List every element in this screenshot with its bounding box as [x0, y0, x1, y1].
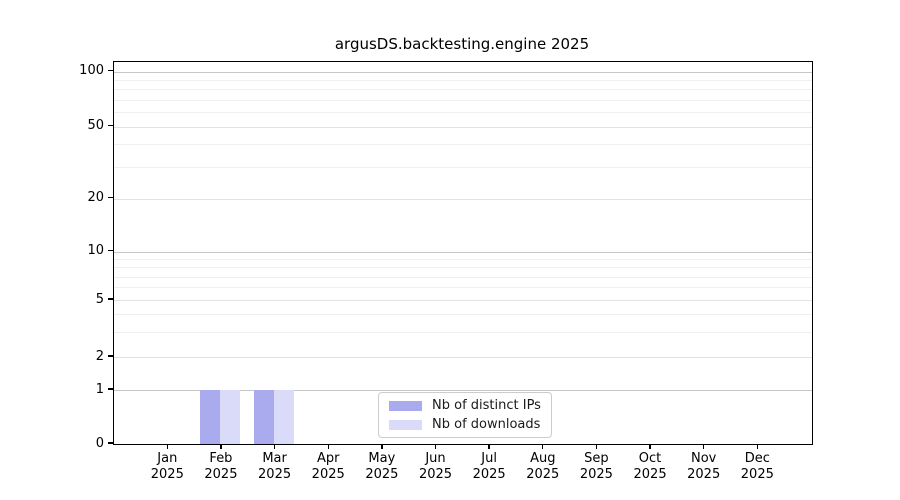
chart-figure: argusDS.backtesting.engine 2025 0 1 2 5 10 20… — [0, 0, 900, 500]
y-tick-label-1: 1 — [62, 383, 104, 396]
gridline-y-4 — [114, 314, 812, 315]
x-tick-label-dec: Dec2025 — [727, 451, 787, 483]
gridline-y-60 — [114, 112, 812, 113]
x-tick-mark-feb — [220, 444, 221, 449]
x-tick-mark-may — [381, 444, 382, 449]
legend-swatch-icon — [389, 420, 422, 430]
x-tick-mark-nov — [703, 444, 704, 449]
x-tick-label-apr: Apr2025 — [298, 451, 358, 483]
x-tick-label-feb: Feb2025 — [191, 451, 251, 483]
y-tick-label-5: 5 — [62, 293, 104, 306]
gridline-y-70 — [114, 100, 812, 101]
y-tick-mark-10 — [108, 250, 113, 251]
x-tick-mark-aug — [542, 444, 543, 449]
y-tick-mark-50 — [108, 125, 113, 126]
gridline-y-5 — [114, 300, 812, 301]
x-tick-mark-oct — [649, 444, 650, 449]
x-tick-label-may: May2025 — [352, 451, 412, 483]
x-tick-mark-apr — [328, 444, 329, 449]
bar-nb-of-distinct-ips-feb — [200, 390, 220, 444]
x-tick-label-oct: Oct2025 — [620, 451, 680, 483]
x-tick-label-jul: Jul2025 — [459, 451, 519, 483]
gridline-y-30 — [114, 167, 812, 168]
y-tick-label-10: 10 — [62, 244, 104, 257]
y-tick-mark-1 — [108, 388, 113, 389]
gridline-y-9 — [114, 259, 812, 260]
y-tick-mark-100 — [108, 70, 113, 71]
legend-label: Nb of downloads — [432, 417, 540, 432]
x-tick-label-nov: Nov2025 — [674, 451, 734, 483]
bar-nb-of-downloads-feb — [220, 390, 240, 444]
y-tick-mark-5 — [108, 298, 113, 299]
y-tick-mark-20 — [108, 197, 113, 198]
bar-nb-of-distinct-ips-mar — [254, 390, 274, 444]
legend-item: Nb of downloads — [389, 417, 541, 432]
gridline-y-3 — [114, 332, 812, 333]
y-tick-label-2: 2 — [62, 350, 104, 363]
x-tick-mark-mar — [274, 444, 275, 449]
y-tick-label-50: 50 — [62, 119, 104, 132]
gridline-y-8 — [114, 267, 812, 268]
x-tick-mark-jan — [167, 444, 168, 449]
gridline-y-40 — [114, 144, 812, 145]
gridline-y-20 — [114, 199, 812, 200]
x-tick-mark-dec — [757, 444, 758, 449]
gridline-y-10 — [114, 252, 812, 253]
y-tick-mark-2 — [108, 355, 113, 356]
gridline-y-80 — [114, 89, 812, 90]
gridline-y-50 — [114, 127, 812, 128]
gridline-y-90 — [114, 80, 812, 81]
chart-title: argusDS.backtesting.engine 2025 — [113, 35, 811, 53]
y-tick-mark-0 — [108, 442, 113, 443]
legend-swatch-icon — [389, 401, 422, 411]
x-tick-label-jun: Jun2025 — [406, 451, 466, 483]
plot-area — [113, 61, 813, 445]
gridline-y-6 — [114, 287, 812, 288]
gridline-y-7 — [114, 277, 812, 278]
legend: Nb of distinct IPs Nb of downloads — [378, 392, 552, 438]
x-tick-mark-jul — [488, 444, 489, 449]
gridline-y-2 — [114, 357, 812, 358]
x-tick-mark-jun — [435, 444, 436, 449]
x-tick-label-aug: Aug2025 — [513, 451, 573, 483]
x-tick-mark-sep — [596, 444, 597, 449]
y-tick-label-0: 0 — [62, 437, 104, 450]
x-tick-label-mar: Mar2025 — [245, 451, 305, 483]
x-tick-label-jan: Jan2025 — [137, 451, 197, 483]
legend-item: Nb of distinct IPs — [389, 398, 541, 413]
bar-nb-of-downloads-mar — [274, 390, 294, 444]
legend-label: Nb of distinct IPs — [432, 398, 541, 413]
gridline-y-100 — [114, 72, 812, 73]
y-tick-label-20: 20 — [62, 191, 104, 204]
y-tick-label-100: 100 — [62, 64, 104, 77]
x-tick-label-sep: Sep2025 — [566, 451, 626, 483]
